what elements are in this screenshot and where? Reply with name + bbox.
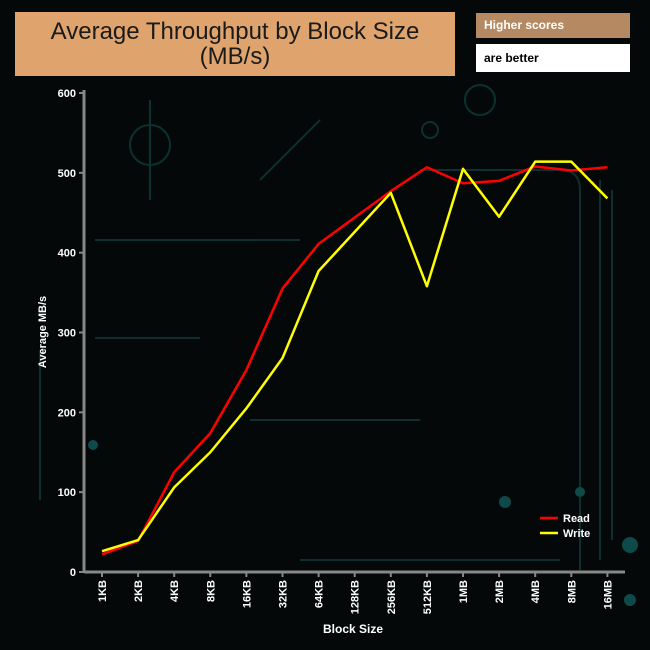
legend-label: Read bbox=[563, 513, 590, 525]
x-tick-label: 2MB bbox=[494, 580, 506, 603]
series-line-read bbox=[101, 165, 608, 556]
y-tick-label: 500 bbox=[58, 168, 76, 180]
y-tick-label: 600 bbox=[58, 88, 76, 100]
x-tick-label: 512KB bbox=[422, 580, 434, 614]
title-text: Average Throughput by Block Size bbox=[50, 18, 420, 45]
x-tick-label: 1KB bbox=[97, 580, 109, 602]
x-tick-label: 64KB bbox=[314, 580, 326, 608]
y-tick-label: 100 bbox=[58, 487, 76, 499]
y-tick-label: 0 bbox=[70, 567, 76, 579]
x-tick-label: 4MB bbox=[530, 580, 542, 603]
x-tick-label: 16MB bbox=[602, 580, 614, 609]
x-tick-label: 1MB bbox=[458, 580, 470, 603]
note-higher-scores: Higher scores bbox=[476, 13, 630, 38]
x-tick-label: 16KB bbox=[241, 580, 253, 608]
y-tick-label: 400 bbox=[58, 248, 76, 260]
x-tick-label: 256KB bbox=[386, 580, 398, 614]
series-line-write bbox=[101, 160, 609, 553]
x-tick-label: 8MB bbox=[566, 580, 578, 603]
legend-label: Write bbox=[563, 528, 590, 540]
note-are-better: are better bbox=[476, 44, 630, 72]
x-tick-label: 2KB bbox=[133, 580, 145, 602]
y-axis-label: Average MB/s bbox=[37, 296, 49, 368]
chart-title: Average Throughput by Block Size (MB/s) bbox=[15, 12, 455, 76]
x-tick-label: 8KB bbox=[205, 580, 217, 602]
subtitle-text: (MB/s) bbox=[199, 43, 271, 70]
y-tick-label: 300 bbox=[58, 328, 76, 340]
x-tick-label: 4KB bbox=[169, 580, 181, 602]
x-tick-label: 32KB bbox=[278, 580, 290, 608]
y-tick-label: 200 bbox=[58, 407, 76, 419]
x-axis-label: Block Size bbox=[323, 622, 383, 636]
x-tick-label: 128KB bbox=[350, 580, 362, 614]
